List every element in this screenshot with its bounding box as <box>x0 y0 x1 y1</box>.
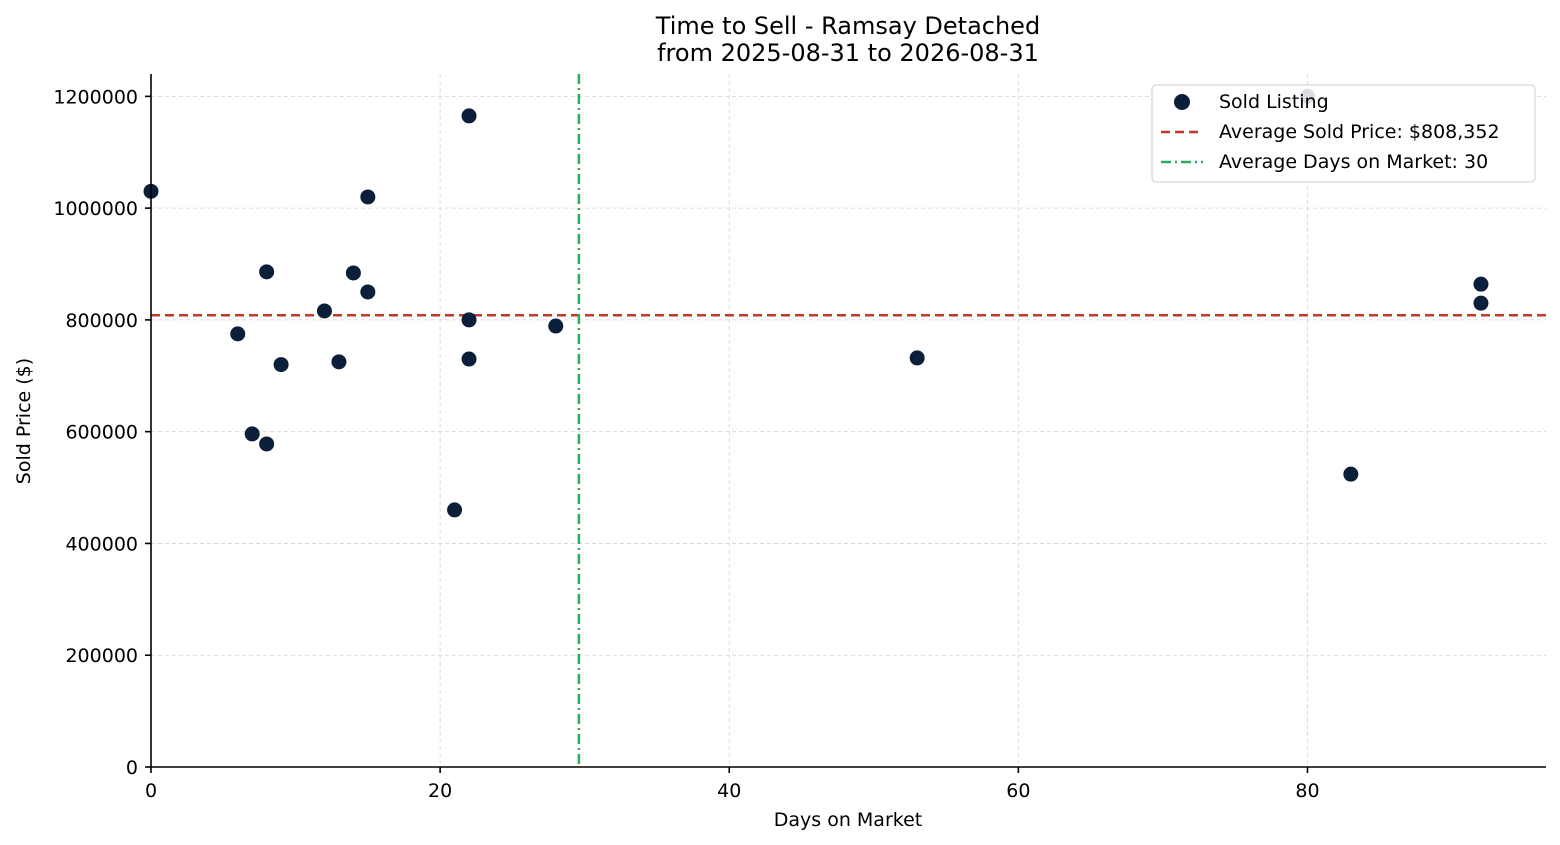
y-tick-label: 400000 <box>65 533 138 555</box>
chart-title-line1: Time to Sell - Ramsay Detached <box>655 12 1040 40</box>
data-point <box>461 312 477 328</box>
y-tick-label: 0 <box>126 757 138 779</box>
x-tick-label: 20 <box>428 780 452 802</box>
data-point <box>316 303 332 319</box>
y-tick-label: 1000000 <box>53 198 138 220</box>
legend-label-average-price: Average Sold Price: $808,352 <box>1219 121 1500 143</box>
data-point <box>360 189 376 205</box>
data-point <box>273 357 289 373</box>
y-tick-label: 600000 <box>65 422 138 444</box>
x-axis-ticks: 0 20 40 60 80 <box>145 767 1320 802</box>
data-point <box>360 284 376 300</box>
reference-lines <box>151 74 1546 767</box>
legend-box <box>1151 84 1536 183</box>
legend-label-average-days: Average Days on Market: 30 <box>1219 151 1488 173</box>
chart-title-line2: from 2025-08-31 to 2026-08-31 <box>657 39 1039 67</box>
x-axis-label: Days on Market <box>774 809 922 831</box>
x-tick-label: 40 <box>717 780 741 802</box>
y-tick-label: 200000 <box>65 645 138 667</box>
legend-label-sold-listing: Sold Listing <box>1219 91 1329 113</box>
data-point <box>1473 276 1489 292</box>
data-point <box>259 264 275 280</box>
y-tick-label: 1200000 <box>53 86 138 108</box>
x-tick-label: 60 <box>1006 780 1030 802</box>
y-axis-ticks: 0 200000 400000 600000 800000 1000000 1200000 <box>53 86 151 779</box>
legend: Sold Listing Average Sold Price: $808,35… <box>1151 84 1536 183</box>
legend-marker-sold-listing <box>1174 94 1190 110</box>
y-tick-label: 800000 <box>65 310 138 332</box>
data-point <box>259 436 275 452</box>
data-point <box>461 108 477 124</box>
data-point <box>345 265 361 281</box>
data-point <box>447 502 463 518</box>
data-point <box>909 350 925 366</box>
data-point <box>244 426 260 442</box>
data-point <box>1473 295 1489 311</box>
data-point <box>230 326 246 342</box>
y-axis-label: Sold Price ($) <box>13 358 35 484</box>
data-point <box>461 351 477 367</box>
data-point <box>1343 466 1359 482</box>
x-tick-label: 0 <box>145 780 157 802</box>
x-tick-label: 80 <box>1295 780 1319 802</box>
data-point <box>548 318 564 334</box>
data-point <box>331 354 347 370</box>
